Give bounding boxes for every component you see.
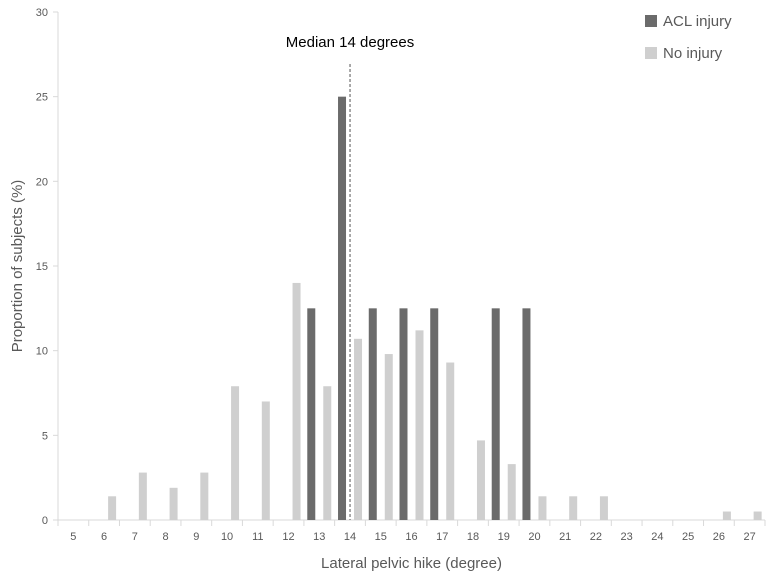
y-tick-label: 10 xyxy=(36,346,48,358)
bar xyxy=(722,511,731,520)
bar xyxy=(200,472,209,520)
y-tick-label: 25 xyxy=(36,92,48,104)
x-tick-label: 9 xyxy=(193,531,199,543)
x-tick-label: 5 xyxy=(70,531,76,543)
x-tick-label: 24 xyxy=(651,531,663,543)
bar xyxy=(169,487,178,520)
bar xyxy=(753,511,762,520)
bar xyxy=(261,401,270,520)
x-tick-label: 16 xyxy=(405,531,417,543)
x-tick-label: 10 xyxy=(221,531,233,543)
x-tick-label: 21 xyxy=(559,531,571,543)
bar xyxy=(491,308,500,520)
bar xyxy=(538,496,547,520)
bar xyxy=(415,330,424,520)
bar xyxy=(338,96,347,521)
bar xyxy=(138,472,147,520)
x-tick-label: 25 xyxy=(682,531,694,543)
bar xyxy=(569,496,578,520)
axes: 0 5 10 15 20 25 30 5 6 7 8 9 10 11 12 13 14 15 16 17 18 19 20 2… xyxy=(36,7,766,543)
y-tick-label: 30 xyxy=(36,7,48,19)
x-tick-label: 6 xyxy=(101,531,107,543)
legend-swatch xyxy=(645,15,657,27)
bar xyxy=(307,308,316,520)
x-tick-label: 13 xyxy=(313,531,325,543)
x-tick-label: 26 xyxy=(713,531,725,543)
bar xyxy=(399,308,408,520)
bars xyxy=(108,96,762,521)
median-label: Median 14 degrees xyxy=(286,34,414,51)
legend-label: No injury xyxy=(663,45,723,62)
bar xyxy=(292,282,301,520)
bar xyxy=(231,386,240,520)
x-tick-label: 8 xyxy=(163,531,169,543)
bar xyxy=(108,496,117,520)
bar xyxy=(368,308,377,520)
x-tick-label: 19 xyxy=(498,531,510,543)
bar xyxy=(323,386,332,520)
x-tick-label: 20 xyxy=(528,531,540,543)
y-tick-label: 20 xyxy=(36,176,48,188)
x-tick-label: 11 xyxy=(252,531,263,543)
x-tick-label: 22 xyxy=(590,531,602,543)
y-axis-title: Proportion of subjects (%) xyxy=(9,180,26,353)
bar xyxy=(507,464,516,520)
x-tick-label: 18 xyxy=(467,531,479,543)
y-tick-label: 0 xyxy=(42,515,48,527)
x-tick-label: 7 xyxy=(132,531,138,543)
bar xyxy=(384,354,393,520)
y-tick-label: 15 xyxy=(36,261,48,273)
bar xyxy=(476,440,485,520)
x-tick-label: 27 xyxy=(744,531,756,543)
legend-swatch xyxy=(645,47,657,59)
bar xyxy=(446,362,455,520)
median-marker: Median 14 degrees xyxy=(286,34,414,520)
bar xyxy=(522,308,531,520)
legend-label: ACL injury xyxy=(663,13,732,30)
y-tick-label: 5 xyxy=(42,430,48,442)
x-tick-label: 23 xyxy=(621,531,633,543)
x-tick-label: 14 xyxy=(344,531,356,543)
x-tick-label: 17 xyxy=(436,531,448,543)
legend: ACL injury No injury xyxy=(645,13,732,62)
bar xyxy=(354,338,363,520)
x-tick-label: 12 xyxy=(282,531,294,543)
x-tick-label: 15 xyxy=(375,531,387,543)
bar xyxy=(430,308,439,520)
bar xyxy=(599,496,608,520)
x-axis-title: Lateral pelvic hike (degree) xyxy=(321,555,502,572)
